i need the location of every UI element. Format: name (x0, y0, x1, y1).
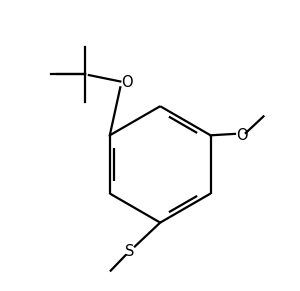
Text: O: O (236, 128, 248, 143)
Text: O: O (121, 75, 133, 91)
Text: S: S (125, 244, 134, 259)
